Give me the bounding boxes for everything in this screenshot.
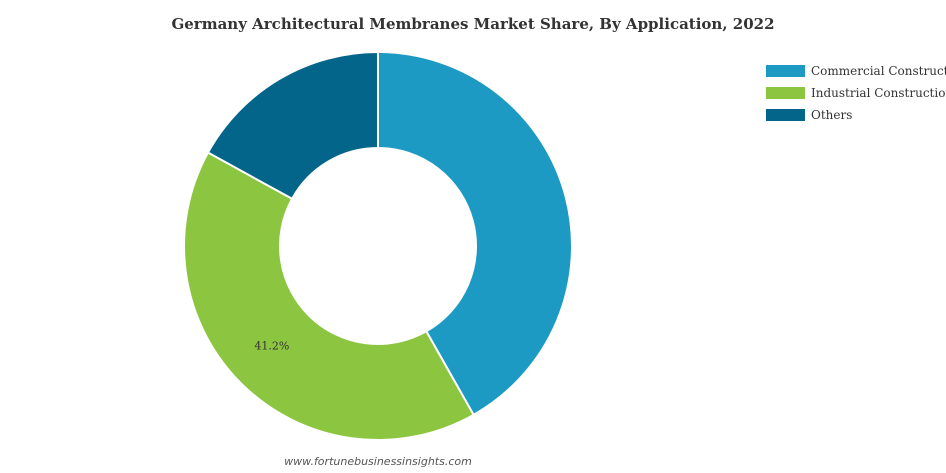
legend-item-commercial-construction[interactable]: Commercial Construction	[766, 60, 946, 82]
legend-label: Commercial Construction	[811, 64, 946, 78]
slice-industrial-construction[interactable]	[183, 151, 475, 441]
legend-label: Others	[811, 108, 853, 122]
chart-title: Germany Architectural Membranes Market S…	[171, 15, 775, 33]
legend-swatch	[766, 65, 805, 77]
legend-item-industrial-construction[interactable]: Industrial Construction	[766, 82, 946, 104]
source-watermark: www.fortunebusinessinsights.com	[284, 455, 472, 468]
slice-others[interactable]	[206, 50, 379, 201]
legend: Commercial Construction Industrial Const…	[766, 60, 946, 126]
legend-label: Industrial Construction	[811, 86, 946, 100]
legend-swatch	[766, 109, 805, 121]
legend-item-others[interactable]: Others	[766, 104, 946, 126]
legend-swatch	[766, 87, 805, 99]
slice-commercial-construction[interactable]	[377, 50, 573, 417]
data-label-industrial-construction: 41.2%	[254, 339, 289, 352]
